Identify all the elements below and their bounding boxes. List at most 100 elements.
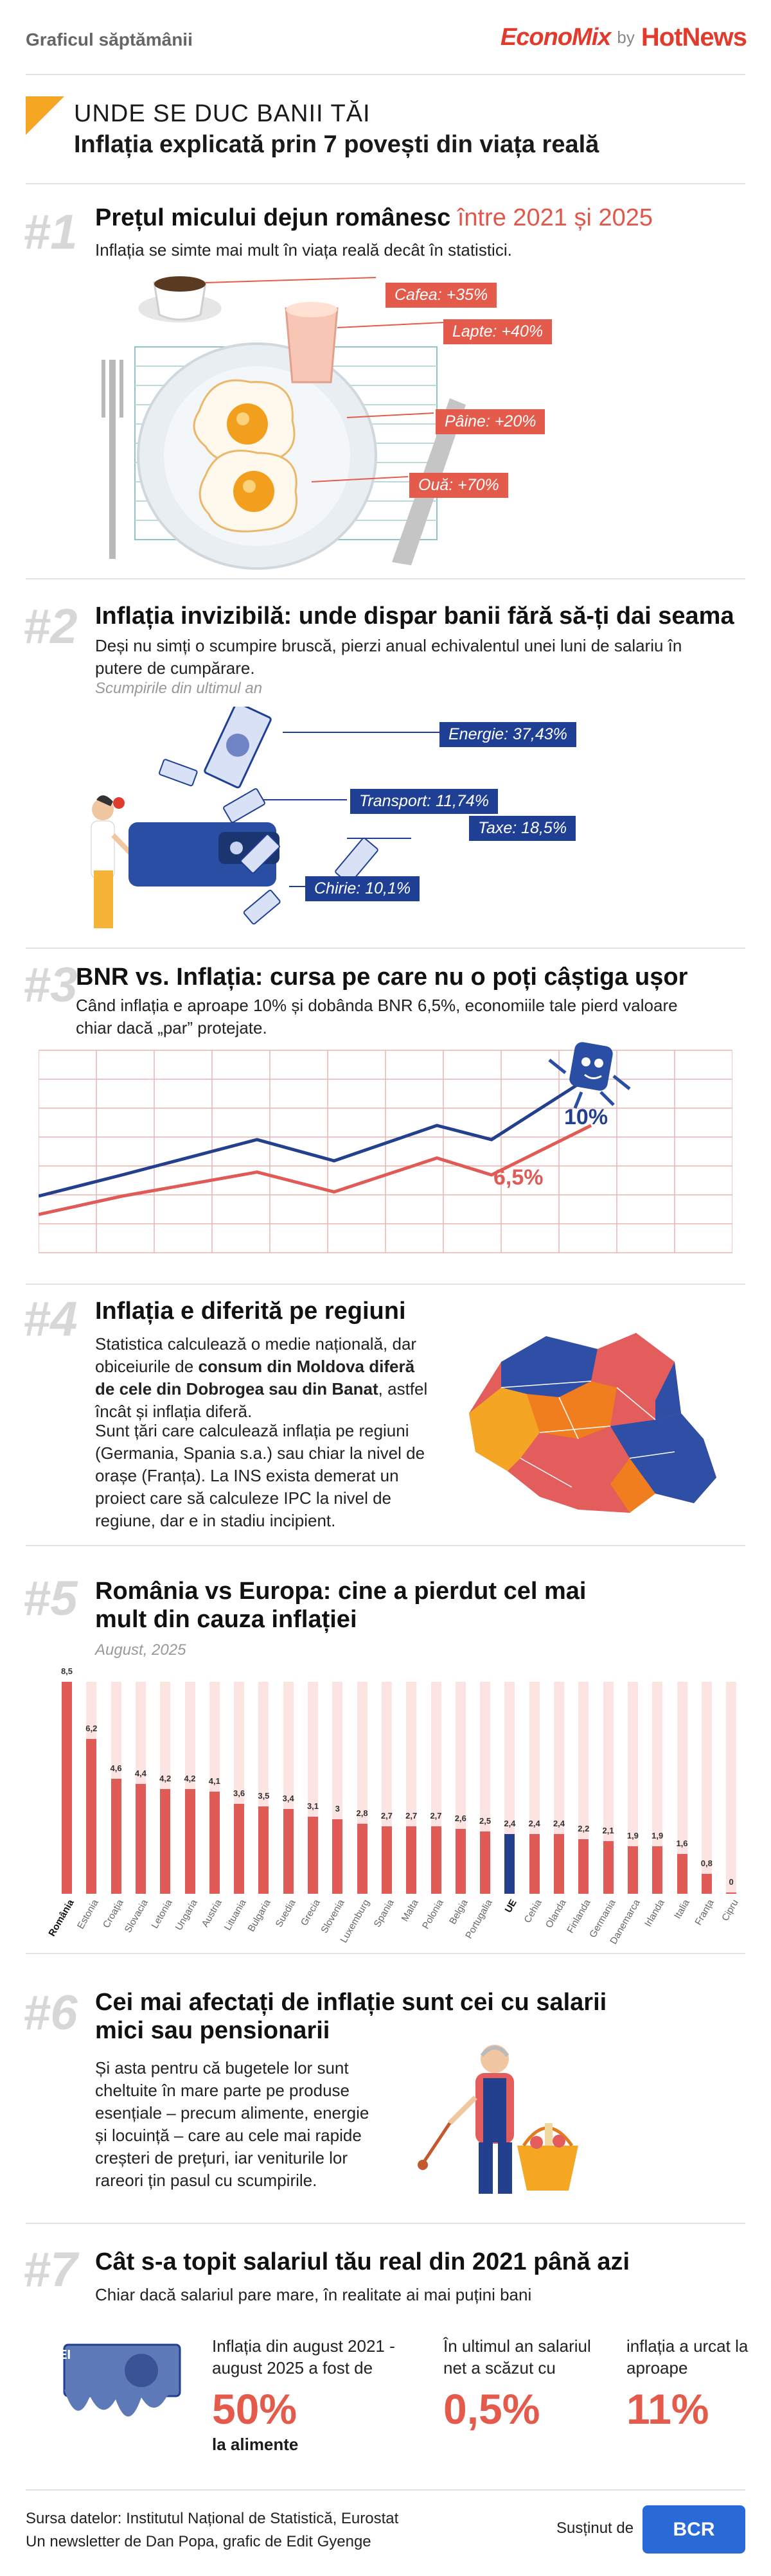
bar-value-label: 2,4 (528, 1818, 540, 1828)
bar-value-label: 0 (729, 1877, 734, 1887)
section2-subtitle: Deși nu simți o scumpire bruscă, pierzi … (95, 636, 682, 678)
bar-irlanda (652, 1846, 663, 1894)
section-divider (26, 1545, 745, 1546)
bar-suedia (283, 1809, 294, 1894)
wallet-illustration (91, 707, 440, 928)
price-tag-milk: Lapte: +40% (443, 319, 553, 344)
bar-track (701, 1682, 712, 1894)
section2-title: Inflația invizibilă: unde dispar banii f… (95, 603, 734, 630)
section1-title-a: Prețul micului dejun românesc (95, 204, 451, 231)
bar-track (135, 1682, 146, 1894)
map-region (610, 1413, 716, 1503)
intro-accent-icon (26, 96, 64, 135)
brand-logo[interactable]: EconoMix by HotNews (501, 23, 747, 52)
country-label: Malta (399, 1898, 421, 1924)
bar-value-label: 1,9 (651, 1831, 664, 1841)
coffee-cup-icon (138, 276, 222, 322)
bar-track (455, 1682, 466, 1894)
bar-lituania (234, 1804, 245, 1894)
bcr-logo[interactable]: BCR (642, 2505, 745, 2554)
bar-track (677, 1682, 687, 1894)
cost-tag-energy: Energie: 37,43% (439, 722, 576, 747)
bar-track (627, 1682, 638, 1894)
bar-track (652, 1682, 663, 1894)
bar-spania (381, 1826, 392, 1894)
banknote-icon (159, 759, 198, 786)
footer-sources: Sursa datelor: Institutul Național de St… (26, 2510, 399, 2527)
banknote-icon (243, 890, 281, 925)
by-text: by (617, 28, 635, 47)
bar-cipru (726, 1892, 737, 1894)
bar-value-label: 0,8 (700, 1858, 713, 1868)
bar-track (554, 1682, 564, 1894)
stat1-extra: la alimente (212, 2435, 299, 2454)
country-label: Letonia (149, 1898, 175, 1931)
country-label: Italia (671, 1898, 692, 1921)
bcr-logo-text: BCR (673, 2518, 715, 2540)
bar-track (184, 1682, 195, 1894)
country-label: Portugalia (463, 1898, 495, 1941)
section-number-5: #5 (23, 1571, 78, 1626)
country-label: Austria (199, 1898, 224, 1929)
runner-mascot-icon (548, 1042, 631, 1109)
bar-track (726, 1682, 737, 1894)
melting-banknote-illustration (63, 2343, 181, 2417)
country-label: România (46, 1898, 76, 1939)
country-label: Estonia (75, 1898, 102, 1931)
bar-bulgaria (258, 1806, 269, 1894)
section-divider (26, 1953, 745, 1954)
bar-track (603, 1682, 614, 1894)
bar-value-label: 1,9 (626, 1831, 639, 1841)
bar-belgia (455, 1829, 466, 1894)
section1-subtitle: Inflația se simte mai mult în viața real… (95, 240, 512, 260)
banknote-icon (240, 834, 280, 874)
country-label: Germania (587, 1898, 618, 1940)
section3-subtitle: Când inflația e aproape 10% și dobânda B… (76, 996, 678, 1037)
header (0, 0, 771, 80)
bar-track (234, 1682, 245, 1894)
p1-text-bold: consum din Moldova diferă de cele din Do… (95, 1357, 415, 1398)
country-label: Slovacia (122, 1898, 150, 1935)
section1-title-b: între 2021 și 2025 (457, 204, 653, 231)
section5-note: August, 2025 (95, 1641, 186, 1659)
pensioner-icon (418, 2045, 514, 2194)
chart-grid (39, 1050, 732, 1253)
hotnews-logo: HotNews (641, 23, 747, 51)
bar-value-label: 2,7 (380, 1811, 393, 1821)
stat1-value: 50% (212, 2385, 297, 2433)
country-label: Olanda (543, 1898, 569, 1930)
bnr-value-label: 6,5% (493, 1165, 544, 1190)
bar-track (381, 1682, 392, 1894)
intro-line1: UNDE SE DUC BANII TĂI (74, 100, 371, 127)
bar-value-label: 4,4 (134, 1769, 146, 1779)
pensioner-illustration (418, 2045, 578, 2194)
breakfast-illustration (102, 276, 466, 570)
map-region (655, 1362, 681, 1420)
country-label: Croația (100, 1898, 126, 1930)
bar-track (283, 1682, 294, 1894)
egg-icon (193, 379, 296, 465)
bar-track (357, 1682, 368, 1894)
section6-title: Cei mai afectați de inflație sunt cei cu… (95, 1989, 607, 2044)
bar-value-label: 2,4 (504, 1818, 516, 1828)
bar-slovenia (332, 1819, 343, 1894)
cost-tag-rent: Chirie: 10,1% (305, 876, 420, 901)
bar-track (504, 1682, 515, 1894)
section-number-3: #3 (23, 958, 78, 1012)
bar-value-label: 6,2 (85, 1724, 98, 1734)
bar-letonia (160, 1788, 171, 1894)
section7-subtitle: Chiar dacă salariul pare mare, în realit… (95, 2285, 532, 2304)
map-region (469, 1388, 540, 1471)
price-tag-coffee: Cafea: +35% (386, 283, 497, 308)
map-region (527, 1381, 617, 1439)
section4-paragraph1: Statistica calculează o medie națională,… (95, 1333, 436, 1423)
bar-value-label: 1,6 (676, 1838, 688, 1848)
bar-value-label: 4,2 (184, 1773, 196, 1783)
weekly-chart-label: Graficul săptămânii (26, 30, 193, 49)
bar-track (529, 1682, 540, 1894)
country-label: Spania (371, 1898, 396, 1929)
country-label: UE (502, 1898, 520, 1915)
bar-românia (62, 1682, 72, 1894)
bar-malta (406, 1826, 417, 1894)
map-region (610, 1458, 655, 1513)
